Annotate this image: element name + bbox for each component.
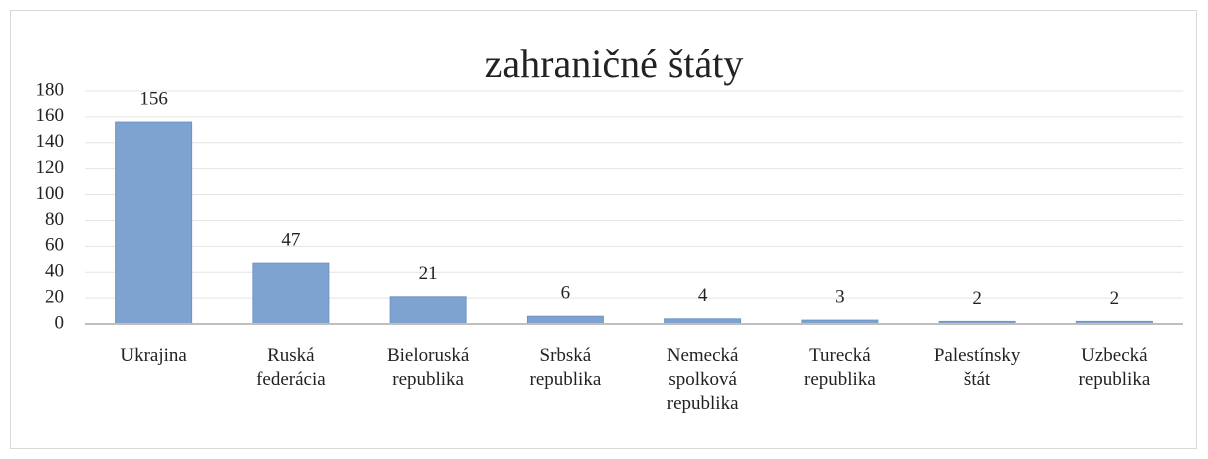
- bar: [252, 262, 330, 325]
- data-label: 2: [1110, 288, 1120, 309]
- bar: [115, 121, 193, 325]
- y-tick-label: 20: [45, 286, 64, 307]
- data-label: 21: [419, 263, 438, 284]
- data-label: 156: [139, 88, 168, 109]
- y-tick-label: 100: [36, 183, 65, 204]
- data-label: 47: [281, 230, 300, 251]
- y-tick-label: 180: [36, 79, 65, 100]
- chart-title: zahraničné štáty: [485, 41, 744, 86]
- y-tick-label: 140: [36, 131, 65, 152]
- y-tick-label: 120: [36, 157, 65, 178]
- bar: [389, 296, 467, 325]
- y-tick-label: 0: [55, 312, 65, 333]
- x-tick-label: Nemecká spolková republika: [666, 345, 739, 414]
- x-tick-label: Bieloruská republika: [386, 345, 470, 390]
- x-tick-label: Ruská federácia: [256, 345, 326, 390]
- x-tick-label: Palestínsky štát: [933, 345, 1021, 390]
- x-tick-label: Uzbecká republika: [1078, 345, 1151, 390]
- data-label: 2: [972, 288, 982, 309]
- data-label: 3: [835, 286, 845, 307]
- chart-border: [10, 10, 1197, 449]
- y-tick-label: 60: [45, 235, 64, 256]
- x-tick-label: Turecká republika: [804, 345, 876, 390]
- data-label: 4: [698, 285, 708, 306]
- data-label: 6: [561, 283, 571, 304]
- x-tick-label: Srbská republika: [529, 345, 602, 390]
- y-tick-label: 160: [36, 105, 65, 126]
- y-tick-label: 80: [45, 209, 64, 230]
- y-tick-label: 40: [45, 261, 64, 282]
- x-tick-label: Ukrajina: [120, 345, 187, 366]
- bar: [526, 315, 604, 325]
